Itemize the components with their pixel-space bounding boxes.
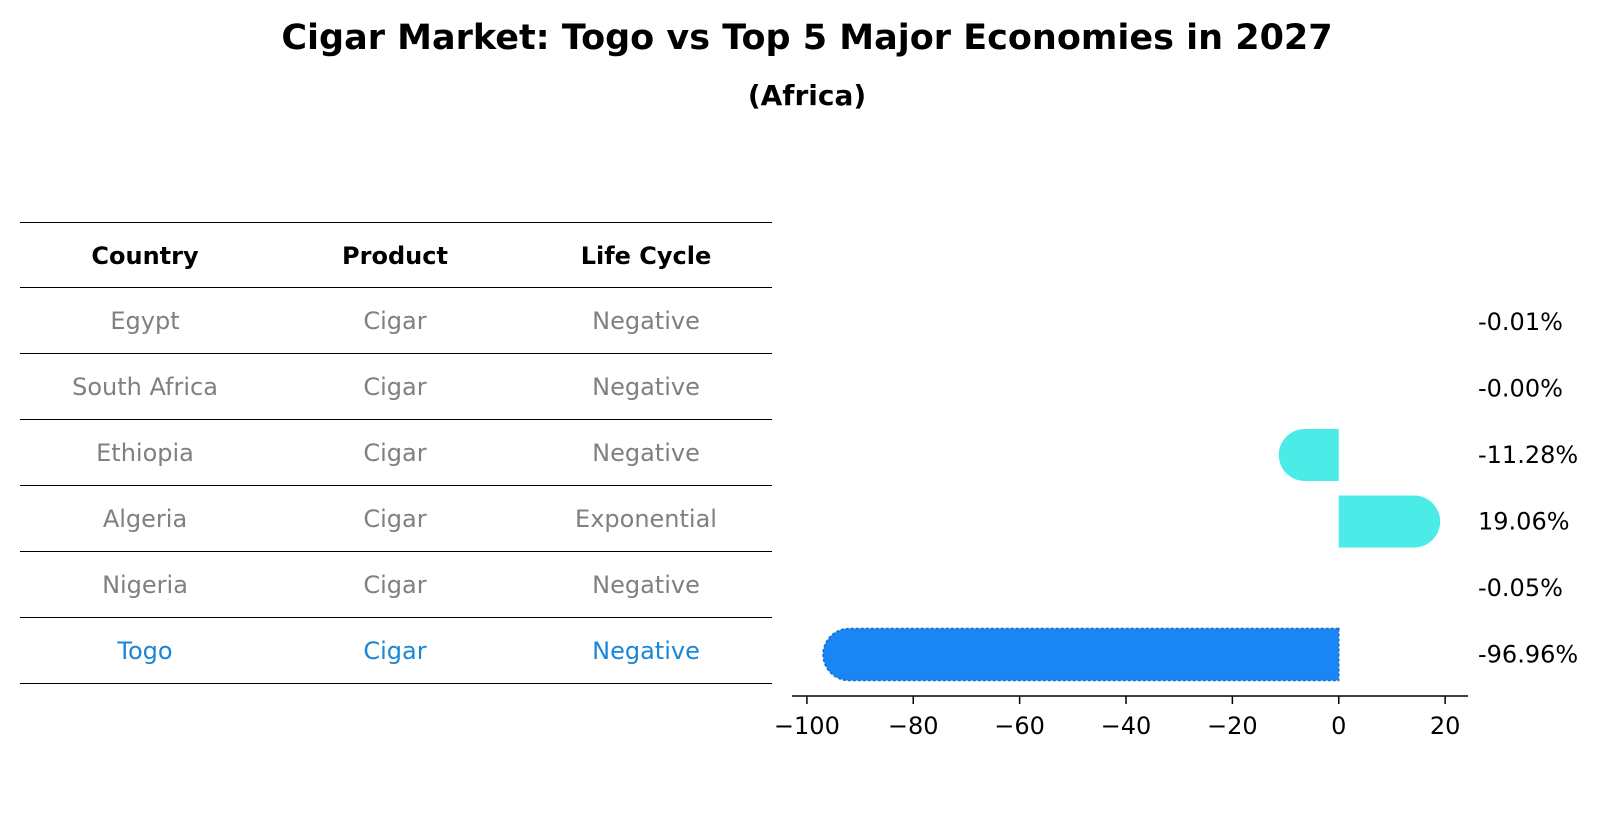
chart-subtitle: (Africa) [747,79,867,112]
x-tick-label: −20 [1207,712,1258,740]
cell-country: Algeria [102,505,188,533]
bar-value-label: -0.00% [1478,375,1563,403]
x-tick-label: 0 [1331,712,1346,740]
bar [1278,429,1339,481]
cell-product: Cigar [363,307,427,335]
cell-country: Nigeria [102,571,188,599]
table-row: South Africa Cigar Negative [20,354,772,420]
x-tick-label: 20 [1430,712,1461,740]
bar-value-label: -96.96% [1478,641,1578,669]
x-tick-label: −60 [994,712,1045,740]
bar-value-label: 19.06% [1478,508,1570,536]
cell-life-cycle: Negative [592,439,700,467]
bar-value-label: -11.28% [1478,441,1578,469]
x-tick-label: −80 [888,712,939,740]
bar-value-label: -0.05% [1478,574,1563,602]
header-country: Country [91,242,199,270]
x-tick-label: −40 [1101,712,1152,740]
cell-country: Egypt [110,307,180,335]
table-row: Algeria Cigar Exponential [20,486,772,552]
table-row: Nigeria Cigar Negative [20,552,772,618]
header-life-cycle: Life Cycle [580,242,712,270]
chart-title: Cigar Market: Togo vs Top 5 Major Econom… [281,18,1333,58]
table-row-highlight: Togo Cigar Negative [20,618,772,684]
bar [1338,495,1441,548]
table-row: Ethiopia Cigar Negative [20,420,772,486]
table-row: Egypt Cigar Negative [20,288,772,354]
cell-country: South Africa [72,373,218,401]
table-header-row: Country Product Life Cycle [20,222,772,288]
cell-life-cycle: Negative [592,637,700,665]
header-product: Product [342,242,448,270]
cell-country: Ethiopia [96,439,194,467]
data-table: Country Product Life Cycle Egypt Cigar N… [20,222,772,684]
cell-country: Togo [117,637,173,665]
cell-life-cycle: Negative [592,373,700,401]
cell-product: Cigar [363,373,427,401]
cell-life-cycle: Negative [592,307,700,335]
bar-value-label: -0.01% [1478,308,1563,336]
x-tick-label: −100 [774,712,840,740]
cell-product: Cigar [363,571,427,599]
cell-life-cycle: Exponential [575,505,717,533]
cell-life-cycle: Negative [592,571,700,599]
cell-product: Cigar [363,505,427,533]
cell-product: Cigar [363,439,427,467]
bar [822,627,1340,682]
cell-product: Cigar [363,637,427,665]
